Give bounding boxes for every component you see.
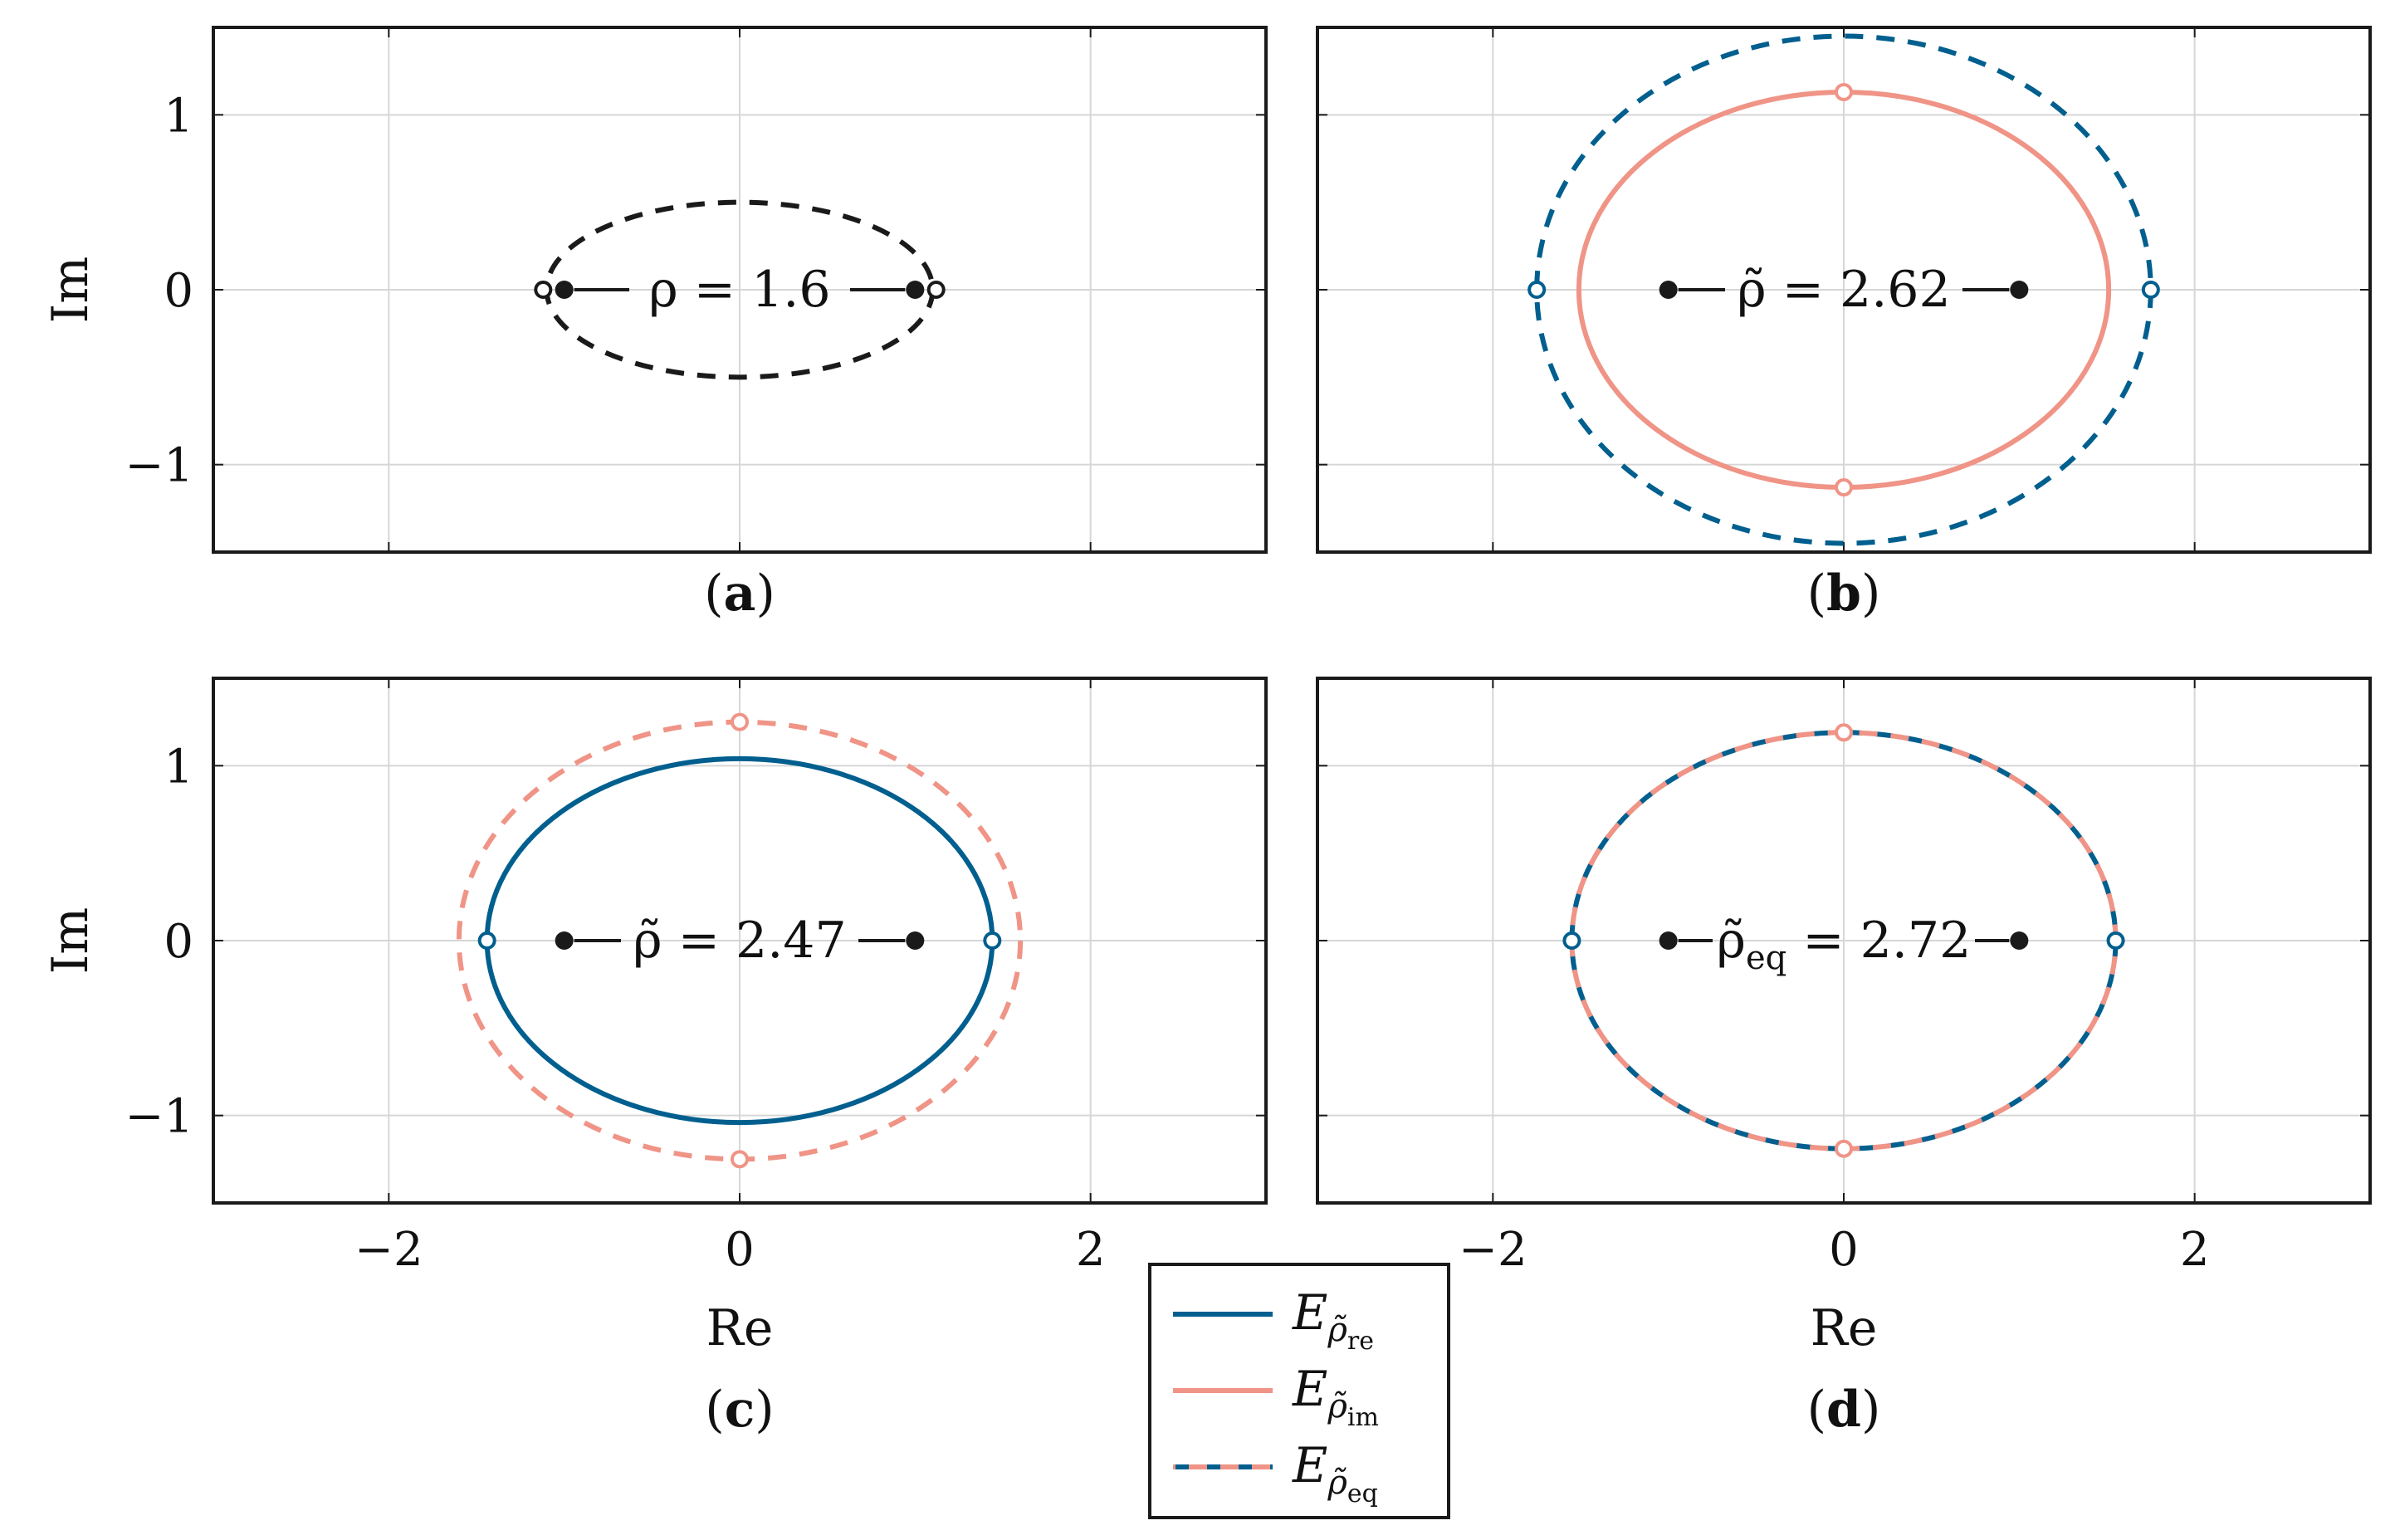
open-marker: [731, 712, 749, 731]
legend-entry-re: Eρ̃re: [1173, 1284, 1374, 1356]
open-marker: [983, 931, 1002, 950]
plot-frame: [212, 26, 1268, 554]
y-axis-label: Im: [42, 257, 100, 324]
focus-point: [555, 281, 574, 299]
open-marker: [1835, 1139, 1853, 1158]
plot-frame: [212, 677, 1268, 1205]
open-marker: [1527, 281, 1547, 299]
x-tick-label: −2: [1459, 1223, 1527, 1277]
panel-d: ρ̃eq = 2.72 −2 0 2 Re (d): [1316, 677, 2372, 1439]
focus-point: [555, 931, 574, 950]
open-marker: [534, 281, 553, 299]
x-tick-label: 2: [2180, 1223, 2210, 1277]
focus-point: [906, 281, 925, 299]
open-marker: [477, 931, 496, 950]
x-axis-label: Re: [706, 1299, 774, 1357]
open-marker: [731, 1150, 749, 1169]
panel-caption: (b): [1807, 565, 1881, 623]
x-axis-label: Re: [1811, 1299, 1878, 1357]
focus-point: [906, 931, 925, 950]
annotation-label: ρ̃ = 2.47: [633, 912, 846, 970]
legend-entry-im: Eρ̃im: [1173, 1361, 1379, 1432]
open-marker: [2106, 931, 2125, 950]
y-tick-label: −1: [125, 439, 193, 493]
x-tick-label: −2: [354, 1223, 423, 1277]
annotation-label: ρ̃eq = 2.72: [1717, 912, 1972, 977]
legend-label: Eρ̃eq: [1292, 1437, 1378, 1508]
y-tick-label: −1: [125, 1090, 193, 1144]
panel-b: ρ̃ = 2.62 (b): [1316, 26, 2372, 623]
y-tick-label: 1: [164, 740, 193, 794]
open-marker: [2141, 281, 2160, 299]
panel-caption: (d): [1807, 1381, 1881, 1439]
open-marker: [1835, 82, 1853, 101]
y-tick-label: 1: [164, 89, 193, 143]
panel-a: ρ = 1.6 1 0 −1 Im (a): [42, 26, 1268, 623]
y-tick-label: 0: [164, 915, 193, 969]
panel-caption: (c): [705, 1381, 774, 1439]
open-marker: [1562, 931, 1581, 950]
open-marker: [1835, 478, 1853, 497]
panel-caption: (a): [704, 565, 775, 623]
panel-c: ρ̃ = 2.47 1 0 −1 −2 0 2 Im Re (c): [42, 677, 1268, 1439]
plot-frame: [1316, 677, 2372, 1205]
annotation-label: ρ̃ = 2.62: [1737, 261, 1950, 319]
plot-frame: [1316, 26, 2372, 554]
x-tick-label: 0: [725, 1223, 755, 1277]
focus-point: [2010, 281, 2029, 299]
open-marker: [1835, 723, 1853, 742]
x-tick-label: 2: [1076, 1223, 1106, 1277]
x-tick-label: 0: [1829, 1223, 1859, 1277]
y-axis-label: Im: [42, 907, 100, 975]
focus-point: [1659, 281, 1678, 299]
focus-point: [1659, 931, 1678, 950]
legend-label: Eρ̃re: [1292, 1284, 1374, 1356]
legend-label: Eρ̃im: [1292, 1361, 1379, 1432]
open-marker: [926, 281, 946, 299]
legend-entry-eq: Eρ̃eq: [1173, 1437, 1378, 1508]
annotation-label: ρ = 1.6: [648, 261, 830, 319]
focus-point: [2010, 931, 2029, 950]
y-tick-label: 0: [164, 264, 193, 318]
